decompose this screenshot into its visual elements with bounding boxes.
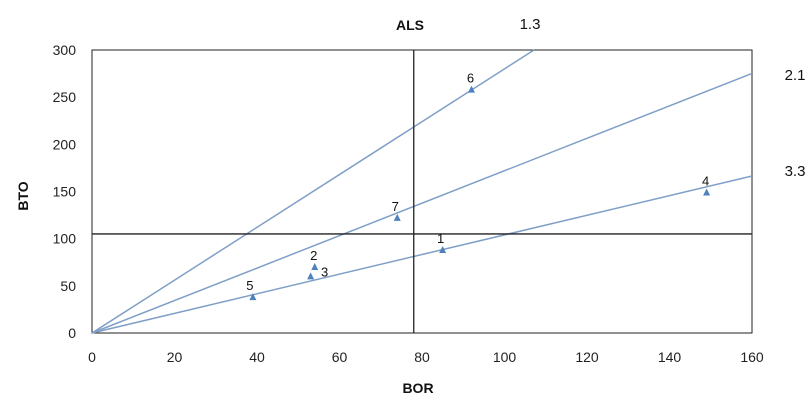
y-tick-label: 50 <box>60 278 76 294</box>
y-axis-label: BTO <box>15 181 31 210</box>
ratio-lines <box>91 49 753 334</box>
ratio-line-label: 3.3 <box>785 163 806 180</box>
x-tick-label: 80 <box>414 349 430 365</box>
x-tick-labels: 0 20 40 60 80 100 120 140 160 <box>88 349 764 365</box>
data-point-marker <box>307 272 315 280</box>
data-point-label: 5 <box>246 278 253 293</box>
y-tick-label: 100 <box>53 231 77 247</box>
y-tick-label: 300 <box>53 42 77 58</box>
data-point-marker <box>393 213 401 221</box>
x-tick-label: 120 <box>575 349 599 365</box>
reference-lines <box>92 50 752 333</box>
data-point-marker <box>703 188 711 196</box>
x-tick-label: 160 <box>740 349 764 365</box>
data-point-label: 4 <box>702 173 709 188</box>
x-tick-label: 20 <box>167 349 183 365</box>
x-tick-label: 40 <box>249 349 265 365</box>
y-tick-label: 200 <box>53 136 77 152</box>
ratio-line-2.1 <box>91 72 753 334</box>
ratio-line-3.3 <box>91 175 753 334</box>
data-point-marker <box>439 245 447 253</box>
y-tick-label: 250 <box>53 89 77 105</box>
plot-frame <box>91 49 753 334</box>
x-tick-label: 100 <box>493 349 517 365</box>
x-axis-label: BOR <box>402 380 433 396</box>
x-tick-label: 140 <box>658 349 682 365</box>
data-point-label: 3 <box>321 264 328 279</box>
data-point-label: 1 <box>437 231 444 246</box>
ratio-line-1.3 <box>91 49 535 334</box>
ratio-line-label: 1.3 <box>520 16 541 33</box>
data-point-marker <box>468 85 475 93</box>
data-point-marker <box>249 293 257 301</box>
y-tick-labels: 0 50 100 150 200 250 300 <box>53 42 77 341</box>
y-tick-label: 0 <box>68 325 76 341</box>
x-tick-label: 0 <box>88 349 96 365</box>
data-point-label: 7 <box>392 199 399 214</box>
data-point-marker <box>311 262 319 270</box>
x-tick-label: 60 <box>332 349 348 365</box>
chart-title: ALS <box>396 17 424 33</box>
ratio-line-labels: 1.3 2.1 3.3 <box>520 16 806 180</box>
ratio-line-label: 2.1 <box>785 67 806 84</box>
data-point-label: 6 <box>467 71 474 86</box>
y-tick-label: 150 <box>53 184 77 200</box>
data-point-label: 2 <box>310 248 317 263</box>
